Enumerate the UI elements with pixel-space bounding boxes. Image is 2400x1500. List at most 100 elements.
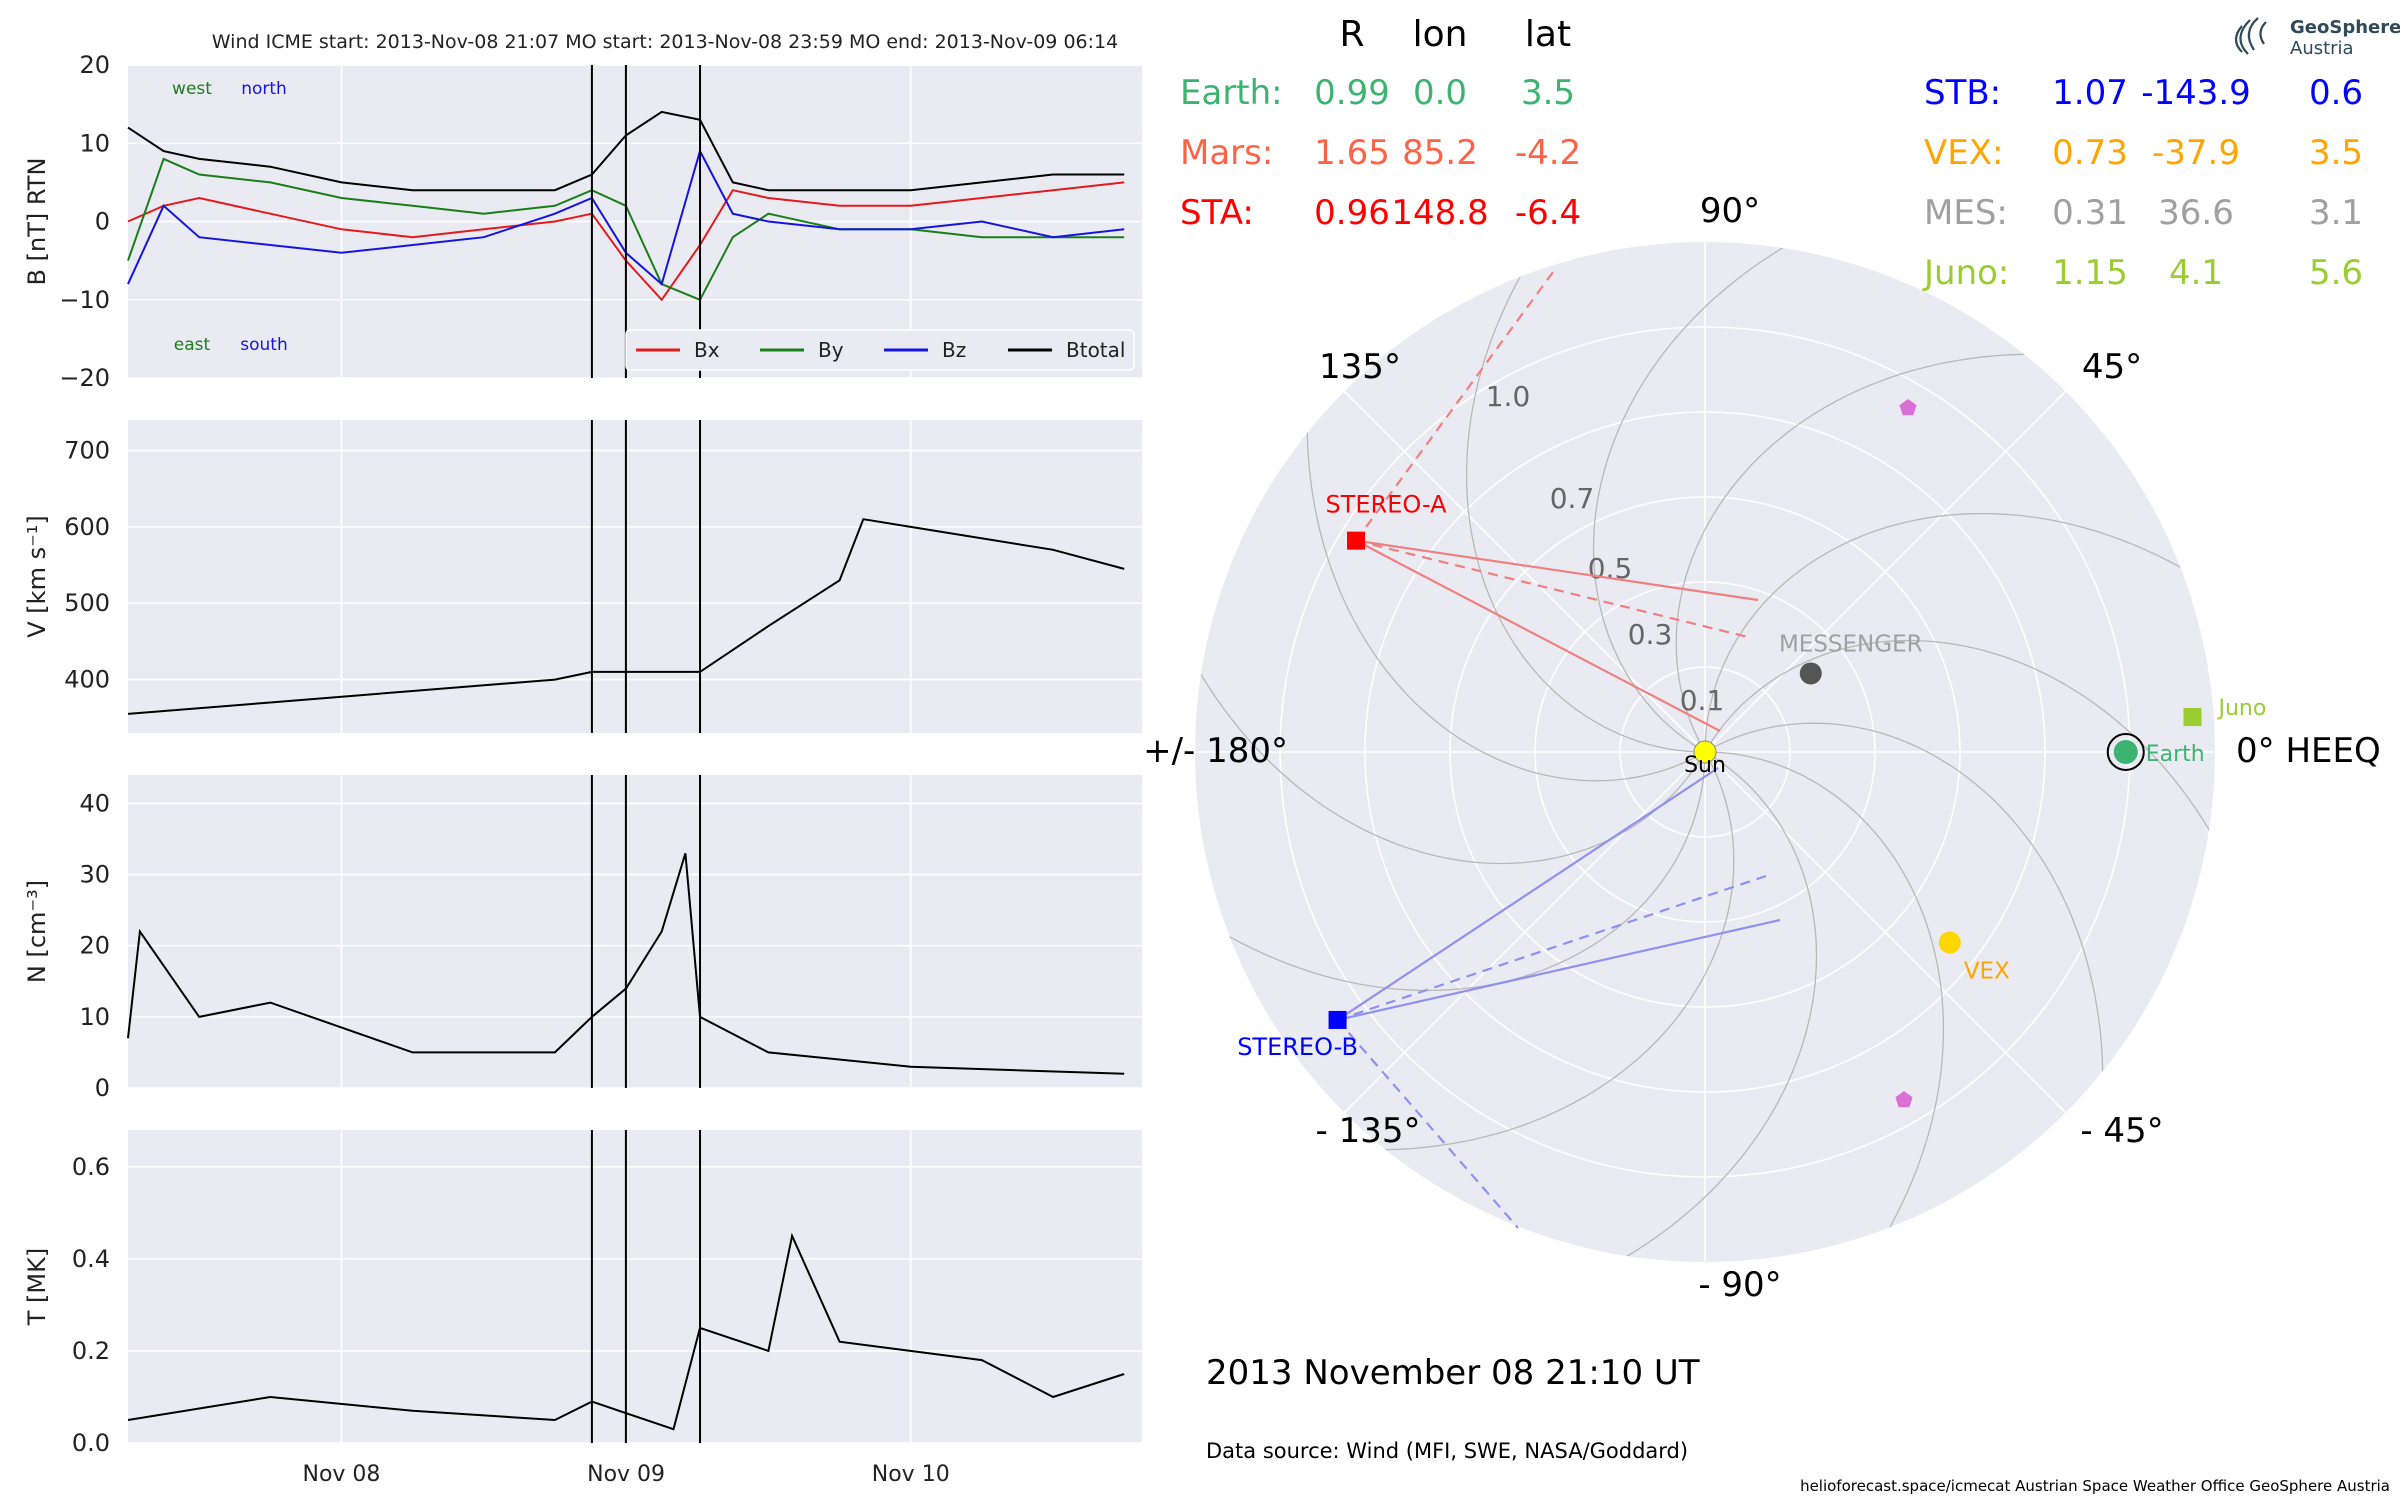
y-tick-label: 10 <box>79 1003 110 1031</box>
angle-label-am135: - 135° <box>1316 1111 1421 1151</box>
parker-spirals <box>1195 242 2215 1262</box>
position-lon: 85.2 <box>1402 133 1478 173</box>
position-lat: -4.2 <box>1515 133 1581 173</box>
geosphere-swirl-icon <box>2234 17 2267 55</box>
y-tick-label: 500 <box>64 589 110 617</box>
angular-spoke <box>1343 751 1706 1114</box>
y-tick-label: 0.0 <box>72 1429 110 1457</box>
panel-background <box>128 775 1142 1088</box>
earth-ring <box>2106 733 2145 771</box>
y-tick-label: 400 <box>64 666 110 694</box>
juno-label: Juno <box>2216 696 2266 721</box>
position-row: STB: 1.07 -143.9 0.6 <box>1924 73 2363 113</box>
stereo-a-marker <box>1347 531 1366 550</box>
legend: Bx By Bz Btotal <box>625 329 1135 371</box>
parker-spiral-line <box>1704 722 2104 1099</box>
position-lat: 0.6 <box>2309 73 2363 113</box>
panel-background <box>128 420 1142 733</box>
legend-label-by: By <box>818 338 844 362</box>
parker-spiral-line <box>1675 353 2052 753</box>
stereo-a-label: STEREO-A <box>1326 491 1448 519</box>
position-lon: -143.9 <box>2141 73 2251 113</box>
label-west: west <box>172 79 212 99</box>
angular-spoke <box>1704 751 2067 1114</box>
parker-spiral-line <box>1704 751 1945 1251</box>
position-name: STA: <box>1180 193 1254 233</box>
position-row: VEX: 0.73 -37.9 3.5 <box>1924 133 2363 173</box>
timeseries-panels: 20 10 0 −10 −20 B [nT] RTN west north east south B… <box>23 51 1142 1487</box>
logo-line2: Austria <box>2290 38 2354 59</box>
parker-spiral-line <box>1704 639 2215 854</box>
parker-spiral-line <box>1358 751 1735 1151</box>
positions-right-column: STB: 1.07 -143.9 0.6 VEX: 0.73 -37.9 3.5 MES: 0.3… <box>1922 73 2363 293</box>
position-row: Mars: 1.65 85.2 -4.2 <box>1180 133 1581 173</box>
timeseries-header: Wind ICME start: 2013-Nov-08 21:07 MO st… <box>212 31 1118 53</box>
y-tick-label: 0.6 <box>72 1153 110 1181</box>
parker-spiral-line <box>1195 650 1706 865</box>
positions-left-column: Earth: 0.99 0.0 3.5 Mars: 1.65 85.2 -4.2 STA: 0.9… <box>1180 73 1581 233</box>
position-lon: 36.6 <box>2158 193 2234 233</box>
y-tick-label: 20 <box>79 932 110 960</box>
position-lon: 0.0 <box>1413 73 1467 113</box>
position-r: 1.65 <box>1314 133 1390 173</box>
stb-line-dashed <box>1337 874 1767 1021</box>
table-header-lon: lon <box>1413 14 1468 55</box>
position-lat: 3.1 <box>2309 193 2363 233</box>
position-row: MES: 0.31 36.6 3.1 <box>1924 193 2363 233</box>
parker-spiral-line <box>1592 242 1807 753</box>
radial-label: 0.3 <box>1628 618 1673 651</box>
stereo-b-fov-lines <box>1336 767 1781 1229</box>
position-r: 0.96 <box>1314 193 1390 233</box>
position-name: STB: <box>1924 73 2001 113</box>
x-tick-label: Nov 08 <box>303 1462 381 1487</box>
panel-background <box>128 1130 1142 1443</box>
position-name: Mars: <box>1180 133 1273 173</box>
position-lon: 4.1 <box>2169 253 2223 293</box>
parker-spiral-line <box>1603 751 1818 1262</box>
stb-line <box>1337 918 1781 1022</box>
parker-spiral-line <box>1704 512 2204 753</box>
y-tick-label: 0 <box>95 1074 110 1102</box>
angle-label-a90: 90° <box>1700 191 1760 231</box>
radial-label: 1.0 <box>1486 380 1531 413</box>
angle-label-am90: - 90° <box>1698 1265 1781 1305</box>
angle-label-a45: 45° <box>2082 347 2142 387</box>
position-r: 1.07 <box>2052 73 2128 113</box>
position-row: STA: 0.96 148.8 -6.4 <box>1180 193 1581 233</box>
position-r: 0.73 <box>2052 133 2128 173</box>
y-tick-label: 0.4 <box>72 1245 110 1273</box>
y-tick-label: 20 <box>79 51 110 79</box>
messenger-label: MESSENGER <box>1779 631 1923 657</box>
panel-3: 40 30 20 10 0 N [cm⁻³] <box>23 775 1142 1102</box>
table-header-r: R <box>1339 14 1364 55</box>
stb-line <box>1336 767 1719 1021</box>
legend-label-bz: Bz <box>942 338 966 362</box>
position-row: Juno: 1.15 4.1 5.6 <box>1922 253 2363 293</box>
y-tick-label: 600 <box>64 513 110 541</box>
position-lon: -37.9 <box>2152 133 2240 173</box>
stereo-a-fov-lines <box>1355 267 1759 732</box>
angle-label-a180: +/- 180° <box>1143 731 1288 771</box>
y-axis-label: V [km s⁻¹] <box>23 515 51 637</box>
juno-marker <box>2183 708 2202 727</box>
legend-box <box>625 329 1135 371</box>
x-tick-label: Nov 09 <box>587 1462 665 1487</box>
earth-label: Earth <box>2146 742 2205 767</box>
x-tick-label: Nov 10 <box>872 1462 950 1487</box>
sun-label: Sun <box>1684 753 1726 778</box>
position-lat: 5.6 <box>2309 253 2363 293</box>
footer-credits: helioforecast.space/icmecat Austrian Spa… <box>1800 1477 2390 1495</box>
position-r: 0.31 <box>2052 193 2128 233</box>
vex-marker <box>1938 931 1961 954</box>
sta-line <box>1355 539 1721 732</box>
position-lat: 3.5 <box>1521 73 1575 113</box>
legend-label-bx: Bx <box>694 338 720 362</box>
position-name: Earth: <box>1180 73 1283 113</box>
y-tick-label: −10 <box>59 286 110 314</box>
y-tick-label: 0 <box>95 208 110 236</box>
earth-marker <box>2113 740 2138 764</box>
y-tick-label: 10 <box>79 129 110 157</box>
position-name: MES: <box>1924 193 2008 233</box>
